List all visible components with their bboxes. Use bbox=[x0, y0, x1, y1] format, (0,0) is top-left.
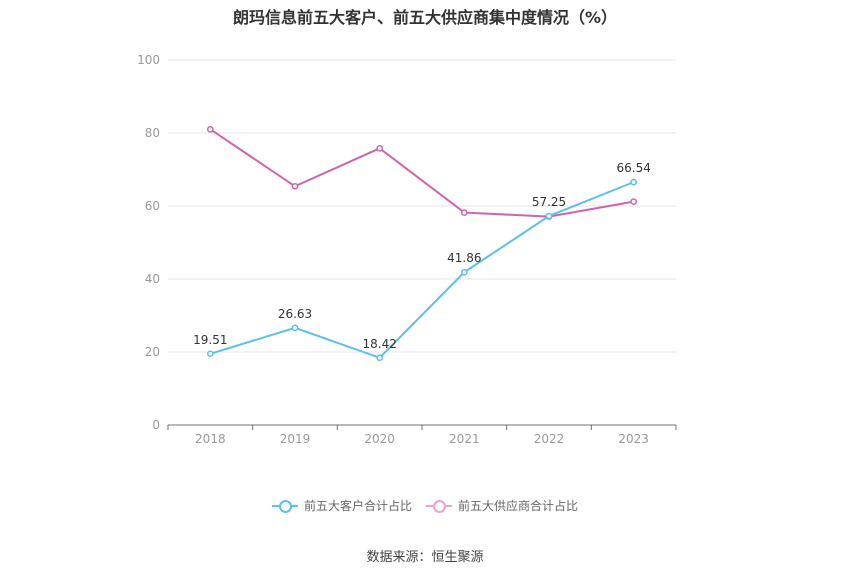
data-point[interactable] bbox=[460, 209, 468, 216]
data-point[interactable] bbox=[376, 354, 384, 362]
data-label: 26.63 bbox=[278, 307, 312, 321]
x-tick-label: 2022 bbox=[534, 432, 565, 446]
legend-marker-suppliers-icon bbox=[426, 499, 452, 513]
legend-label-suppliers: 前五大供应商合计占比 bbox=[458, 499, 579, 513]
data-label: 66.54 bbox=[616, 161, 650, 175]
x-tick-label: 2018 bbox=[195, 432, 226, 446]
y-tick-label: 100 bbox=[137, 53, 160, 67]
data-point[interactable] bbox=[630, 178, 638, 186]
data-point[interactable] bbox=[630, 198, 638, 205]
chart-title: 朗玛信息前五大客户、前五大供应商集中度情况（%） bbox=[232, 8, 618, 27]
series-line-1 bbox=[209, 128, 634, 218]
legend-label-customers: 前五大客户合计占比 bbox=[303, 499, 412, 513]
data-point[interactable] bbox=[460, 268, 468, 276]
y-tick-label: 80 bbox=[145, 126, 160, 140]
y-tick-label: 20 bbox=[145, 345, 160, 359]
x-tick-label: 2020 bbox=[364, 432, 395, 446]
legend-marker-customers-icon bbox=[271, 499, 298, 513]
series-line-0 bbox=[210, 181, 635, 359]
x-tick-label: 2019 bbox=[280, 432, 311, 446]
data-label: 57.25 bbox=[532, 195, 566, 209]
data-labels: 19.51 26.63 18.42 41.86 57.25 66.54 bbox=[193, 161, 651, 351]
y-tick-label: 60 bbox=[145, 199, 160, 213]
y-tick-label: 40 bbox=[145, 272, 160, 286]
x-tick-label: 2023 bbox=[618, 432, 649, 446]
data-point[interactable] bbox=[206, 126, 214, 133]
grid-lines bbox=[168, 59, 676, 353]
data-point[interactable] bbox=[291, 324, 299, 332]
legend-item-suppliers[interactable]: 前五大供应商合计占比 bbox=[426, 497, 578, 514]
data-point[interactable] bbox=[376, 144, 384, 152]
data-source: 数据来源：恒生聚源 bbox=[366, 550, 484, 565]
x-tick-label: 2021 bbox=[449, 432, 480, 446]
legend-item-customers[interactable]: 前五大客户合计占比 bbox=[271, 497, 412, 514]
data-point[interactable] bbox=[206, 350, 214, 358]
series-lines bbox=[206, 126, 638, 362]
y-tick-label: 0 bbox=[152, 418, 160, 432]
data-label: 41.86 bbox=[447, 251, 481, 265]
data-point[interactable] bbox=[291, 182, 299, 190]
legend: 前五大客户合计占比 前五大供应商合计占比 bbox=[0, 497, 850, 514]
axes: 0 20 40 60 80 100 2018 2019 2020 2021 2022 2023 bbox=[137, 53, 677, 446]
data-label: 19.51 bbox=[193, 333, 227, 347]
data-label: 18.42 bbox=[362, 337, 396, 351]
data-point[interactable] bbox=[545, 212, 553, 220]
